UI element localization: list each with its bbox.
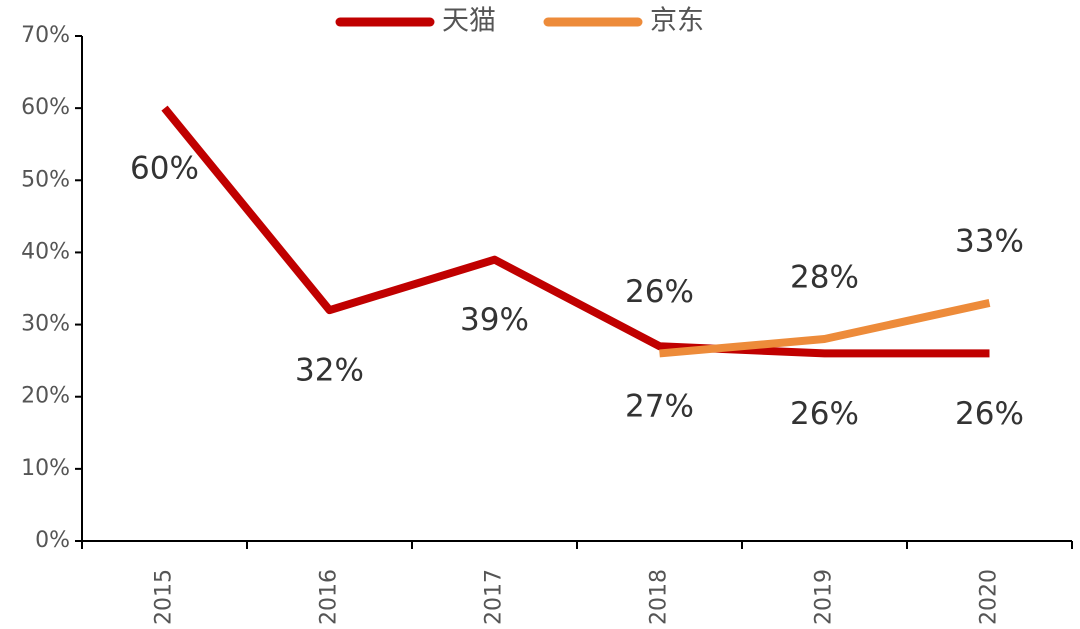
y-tick-label: 30% xyxy=(21,312,70,337)
y-tick-label: 60% xyxy=(21,95,70,120)
legend-label: 京东 xyxy=(650,6,704,37)
data-label: 33% xyxy=(955,223,1024,259)
x-tick-label: 2019 xyxy=(812,569,837,625)
data-label: 39% xyxy=(460,302,529,338)
x-tick-label: 2017 xyxy=(482,569,507,625)
data-label: 26% xyxy=(625,274,694,310)
y-tick-label: 50% xyxy=(21,167,70,192)
y-tick-label: 0% xyxy=(35,528,70,553)
x-tick-label: 2015 xyxy=(152,569,177,625)
legend-label: 天猫 xyxy=(442,6,496,37)
series-line xyxy=(659,299,991,358)
y-tick-label: 10% xyxy=(21,456,70,481)
y-tick-label: 40% xyxy=(21,239,70,264)
data-label: 26% xyxy=(955,396,1024,432)
data-label: 28% xyxy=(790,260,859,296)
x-tick-label: 2016 xyxy=(317,569,342,625)
x-tick-label: 2020 xyxy=(977,569,1002,625)
y-tick-label: 20% xyxy=(21,384,70,409)
y-tick-label: 70% xyxy=(21,23,70,48)
x-tick-label: 2018 xyxy=(647,569,672,625)
data-label: 60% xyxy=(130,151,199,187)
data-label: 32% xyxy=(295,353,364,389)
data-label: 27% xyxy=(625,389,694,425)
data-label: 26% xyxy=(790,396,859,432)
series-line xyxy=(161,105,990,358)
